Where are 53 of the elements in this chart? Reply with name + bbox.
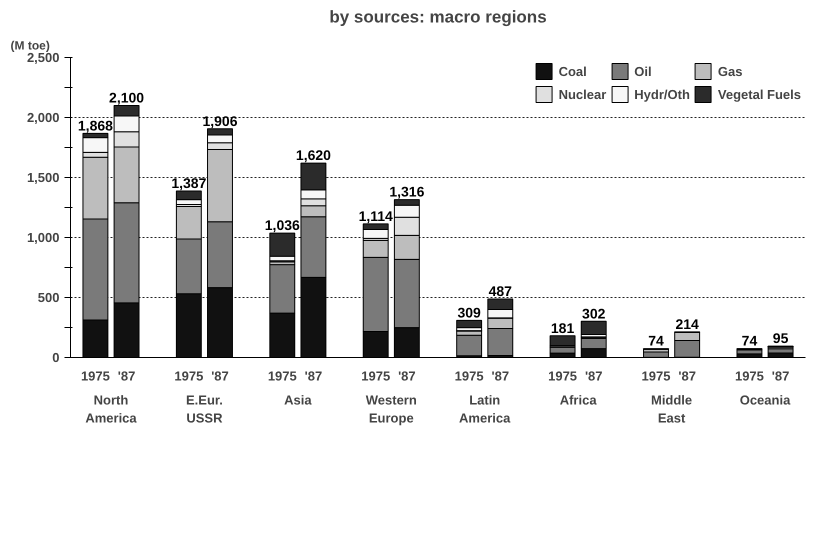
- x-tick-label: 1975: [454, 368, 484, 384]
- text: North America: [85, 392, 138, 426]
- x-tick-label: 1975: [268, 368, 297, 384]
- total-label: 1,316: [389, 184, 425, 200]
- x-tick-label: '87: [772, 368, 790, 384]
- x-tick-label: 1975: [361, 368, 390, 384]
- y-tick-label: 0: [52, 350, 60, 365]
- total-label: 1,387: [171, 175, 207, 192]
- x-tick-label: 1975: [642, 368, 670, 384]
- x-tick-label: 1975: [80, 368, 110, 384]
- total-label: 214: [675, 316, 700, 332]
- total-label: 2,100: [109, 90, 144, 106]
- text: E.Eur. USSR: [186, 392, 224, 426]
- x-tick-label: '87: [118, 368, 136, 384]
- x-tick-label: '87: [398, 368, 416, 384]
- x-tick-label: 1975: [734, 368, 764, 384]
- legend-label: Gas: [718, 64, 742, 78]
- text: Western Europe: [366, 392, 417, 426]
- y-tick-label: 1,500: [26, 170, 60, 185]
- y-tick-label: 2,000: [26, 110, 60, 125]
- total-label: 1,114: [358, 208, 394, 224]
- total-label: 74: [742, 332, 758, 349]
- chart-title: by sources: macro regions: [329, 8, 547, 26]
- total-label: 1,868: [78, 117, 114, 134]
- text: Middle East: [651, 392, 692, 426]
- legend-label: Oil: [634, 64, 653, 78]
- x-tick-label: '87: [678, 368, 696, 384]
- x-tick-label: '87: [584, 368, 603, 384]
- y-axis-title: (M toe): [10, 38, 50, 52]
- text: Asia: [284, 392, 312, 408]
- total-label: 1,620: [296, 147, 332, 164]
- text: Latin America: [459, 392, 512, 426]
- total-label: 95: [772, 330, 789, 346]
- x-tick-label: 1975: [174, 368, 204, 384]
- x-tick-label: '87: [492, 368, 510, 384]
- total-label: 1,906: [202, 112, 238, 129]
- total-label: 74: [648, 332, 664, 349]
- total-label: 487: [488, 283, 512, 300]
- text: Africa: [560, 392, 598, 408]
- legend-label: Nuclear: [558, 86, 606, 102]
- legend-label: Coal: [558, 64, 587, 78]
- total-label: 302: [582, 305, 606, 322]
- total-label: 309: [457, 304, 482, 320]
- x-tick-label: 1975: [548, 368, 578, 384]
- x-tick-label: '87: [211, 368, 229, 384]
- text: Oceania: [740, 392, 792, 408]
- y-tick-label: 1,000: [26, 230, 60, 245]
- legend-label: Hydr/Oth: [634, 86, 690, 102]
- total-label: 1,036: [264, 217, 300, 234]
- legend-label: Vegetal Fuels: [718, 86, 801, 102]
- total-label: 181: [550, 320, 574, 336]
- x-tick-label: '87: [304, 368, 322, 384]
- y-tick-label: 500: [38, 290, 60, 305]
